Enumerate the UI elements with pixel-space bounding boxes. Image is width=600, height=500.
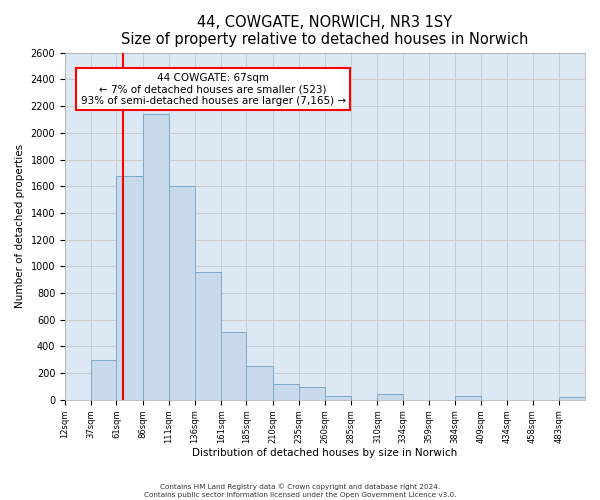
Bar xyxy=(169,186,195,400)
X-axis label: Distribution of detached houses by size in Norwich: Distribution of detached houses by size … xyxy=(193,448,458,458)
Bar xyxy=(325,396,351,400)
Bar xyxy=(455,396,481,400)
Bar xyxy=(195,272,221,400)
Bar xyxy=(221,332,247,400)
Bar xyxy=(247,366,272,400)
Text: Contains HM Land Registry data © Crown copyright and database right 2024.
Contai: Contains HM Land Registry data © Crown c… xyxy=(144,484,456,498)
Bar xyxy=(116,176,143,400)
Bar xyxy=(272,384,299,400)
Title: 44, COWGATE, NORWICH, NR3 1SY
Size of property relative to detached houses in No: 44, COWGATE, NORWICH, NR3 1SY Size of pr… xyxy=(121,15,529,48)
Text: 44 COWGATE: 67sqm
← 7% of detached houses are smaller (523)
93% of semi-detached: 44 COWGATE: 67sqm ← 7% of detached house… xyxy=(80,72,346,106)
Bar xyxy=(299,387,325,400)
Bar xyxy=(559,397,585,400)
Y-axis label: Number of detached properties: Number of detached properties xyxy=(15,144,25,308)
Bar xyxy=(143,114,169,400)
Bar xyxy=(91,360,116,400)
Bar xyxy=(377,394,403,400)
